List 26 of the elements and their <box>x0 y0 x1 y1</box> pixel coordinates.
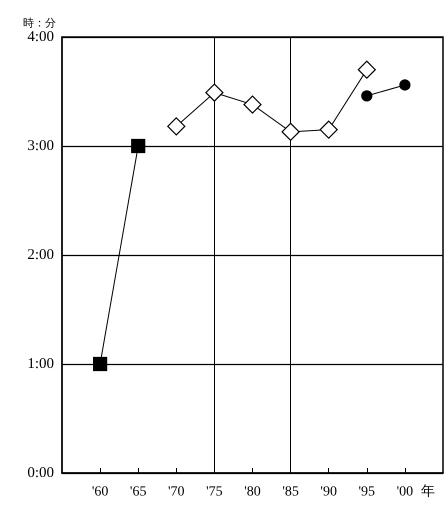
x-tick-label: '90 <box>320 484 337 500</box>
y-tick-label: 4:00 <box>27 29 54 45</box>
point <box>358 60 376 79</box>
x-tick-label: '60 <box>92 484 108 500</box>
y-tick-label: 3:00 <box>27 138 54 154</box>
x-tick-label: '95 <box>358 484 376 500</box>
point <box>93 356 108 372</box>
point <box>131 138 146 154</box>
x-tick-label: '70 <box>168 484 185 500</box>
point <box>399 79 410 91</box>
point <box>282 122 300 141</box>
y-tick-label: 1:00 <box>27 356 54 372</box>
point <box>167 117 186 136</box>
point <box>205 83 224 102</box>
point <box>320 120 338 139</box>
x-tick-label: '80 <box>244 484 261 500</box>
x-axis-title: 年 <box>421 484 435 500</box>
y-axis-title: 時：分 <box>23 16 56 30</box>
x-tick-label: '65 <box>130 484 146 500</box>
x-tick-label: '85 <box>282 484 299 500</box>
y-tick-label: 0:00 <box>27 465 54 481</box>
y-tick-label: 2:00 <box>27 247 54 263</box>
point <box>243 95 262 114</box>
x-tick-label: '75 <box>206 484 223 500</box>
x-tick-label: '00 <box>396 484 414 500</box>
point <box>361 90 372 102</box>
